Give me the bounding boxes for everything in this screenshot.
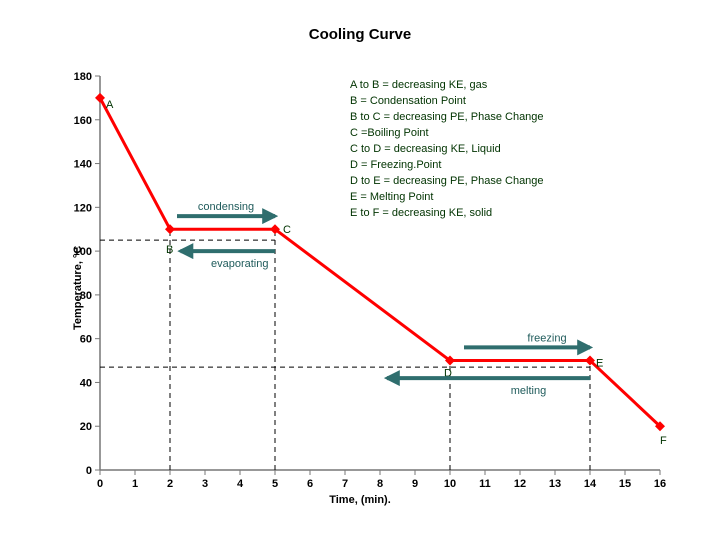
- process-label: freezing: [527, 332, 566, 344]
- cooling-curve-chart: 0123456789101112131415160204060801001201…: [0, 0, 720, 540]
- x-tick-label: 5: [272, 478, 278, 490]
- x-tick-label: 3: [202, 478, 208, 490]
- process-label: melting: [511, 385, 546, 397]
- point-label: F: [660, 435, 667, 447]
- legend-line: E to F = decreasing KE, solid: [350, 207, 492, 219]
- legend-line: D = Freezing.Point: [350, 159, 441, 171]
- x-tick-label: 10: [444, 478, 456, 490]
- point-label: E: [596, 358, 603, 370]
- legend-line: D to E = decreasing PE, Phase Change: [350, 175, 544, 187]
- process-label: evaporating: [211, 258, 269, 270]
- y-tick-label: 180: [74, 71, 92, 83]
- y-tick-label: 120: [74, 202, 92, 214]
- x-tick-label: 0: [97, 478, 103, 490]
- point-label: A: [106, 99, 114, 111]
- legend-line: B = Condensation Point: [350, 95, 466, 107]
- x-tick-label: 1: [132, 478, 138, 490]
- legend-line: C to D = decreasing KE, Liquid: [350, 143, 501, 155]
- y-tick-label: 160: [74, 115, 92, 127]
- x-tick-label: 11: [479, 478, 491, 490]
- x-tick-label: 16: [654, 478, 666, 490]
- x-tick-label: 12: [514, 478, 526, 490]
- x-tick-label: 9: [412, 478, 418, 490]
- x-tick-label: 4: [237, 478, 244, 490]
- y-tick-label: 20: [80, 421, 92, 433]
- y-tick-label: 100: [74, 246, 92, 258]
- x-tick-label: 8: [377, 478, 383, 490]
- y-tick-label: 60: [80, 334, 92, 346]
- point-label: B: [166, 244, 173, 256]
- y-tick-label: 80: [80, 290, 92, 302]
- x-tick-label: 15: [619, 478, 631, 490]
- legend-line: B to C = decreasing PE, Phase Change: [350, 111, 544, 123]
- process-label: condensing: [198, 201, 254, 213]
- y-tick-label: 40: [80, 377, 92, 389]
- x-tick-label: 13: [549, 478, 561, 490]
- x-tick-label: 7: [342, 478, 348, 490]
- legend-line: C =Boiling Point: [350, 127, 429, 139]
- y-tick-label: 0: [86, 465, 92, 477]
- x-tick-label: 6: [307, 478, 313, 490]
- y-tick-label: 140: [74, 159, 92, 171]
- legend-line: A to B = decreasing KE, gas: [350, 79, 488, 91]
- legend-line: E = Melting Point: [350, 191, 433, 203]
- x-tick-label: 2: [167, 478, 173, 490]
- x-tick-label: 14: [584, 478, 597, 490]
- point-label: C: [283, 224, 291, 236]
